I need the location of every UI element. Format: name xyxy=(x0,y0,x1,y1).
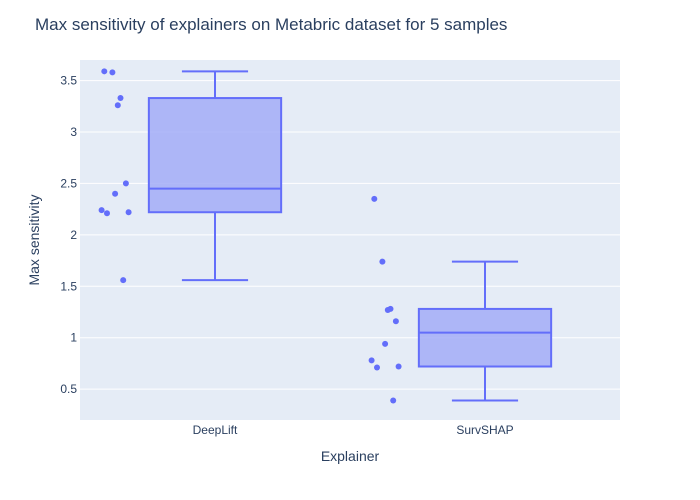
box-survshap xyxy=(417,260,553,402)
data-point xyxy=(395,363,402,370)
data-point xyxy=(120,277,127,284)
data-point xyxy=(101,68,108,75)
y-tick-label: 1 xyxy=(70,331,77,345)
x-axis-label: Explainer xyxy=(321,448,380,464)
chart-title: Max sensitivity of explainers on Metabri… xyxy=(35,15,507,34)
x-tick-label: DeepLift xyxy=(193,423,238,437)
data-point xyxy=(374,364,380,371)
y-tick-label: 3 xyxy=(70,125,77,139)
y-axis-ticks: 0.5 1 1.5 2 2.5 3 3.5 xyxy=(60,74,77,397)
box-series xyxy=(147,70,553,402)
data-point xyxy=(382,340,389,347)
data-point xyxy=(98,207,105,214)
data-point xyxy=(390,397,397,404)
data-point xyxy=(109,69,116,76)
y-tick-label: 2 xyxy=(70,228,77,242)
data-point xyxy=(368,357,375,364)
data-point xyxy=(104,210,110,217)
data-point xyxy=(379,258,386,265)
data-point xyxy=(114,102,121,109)
iqr-box xyxy=(147,97,283,214)
y-tick-label: 2.5 xyxy=(60,176,77,190)
y-tick-label: 3.5 xyxy=(60,74,77,88)
gridlines xyxy=(80,80,620,390)
data-point xyxy=(112,190,119,197)
point-series xyxy=(98,68,402,404)
data-point xyxy=(117,95,124,102)
x-axis-ticks: DeepLift SurvSHAP xyxy=(193,423,514,437)
data-point xyxy=(371,195,378,202)
data-point xyxy=(392,318,399,325)
box-deeplift xyxy=(147,70,283,282)
iqr-box xyxy=(417,307,553,368)
y-axis-label: Max sensitivity xyxy=(26,194,42,285)
y-tick-label: 1.5 xyxy=(60,279,77,293)
x-tick-label: SurvSHAP xyxy=(456,423,513,437)
data-point xyxy=(384,306,391,313)
y-tick-label: 0.5 xyxy=(60,382,77,396)
data-point xyxy=(125,209,132,216)
data-point xyxy=(122,180,129,187)
